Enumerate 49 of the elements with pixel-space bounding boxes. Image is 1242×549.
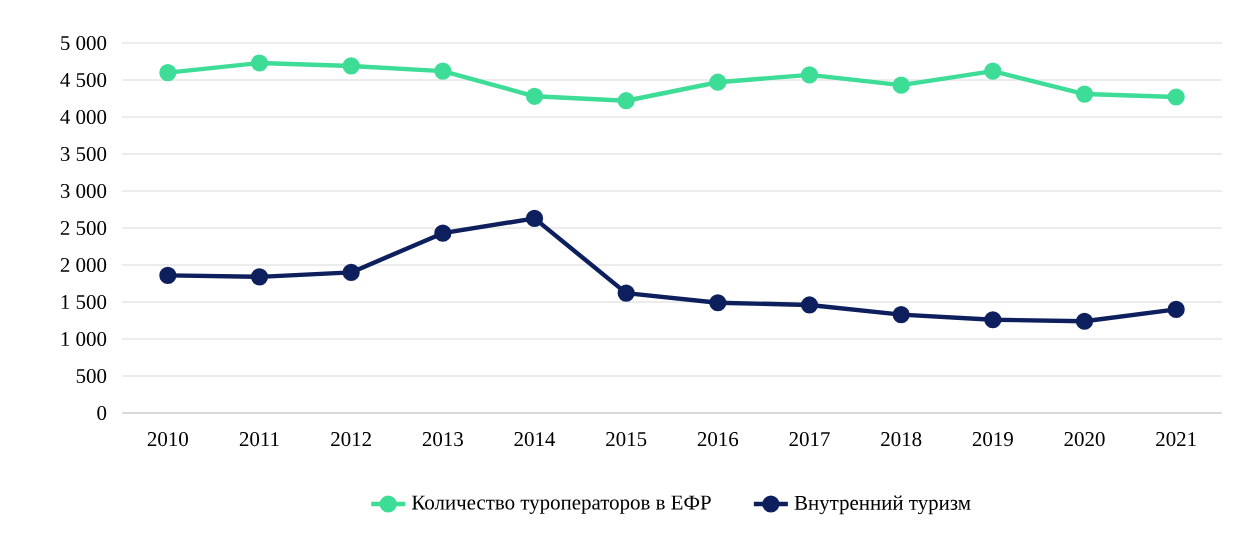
point bbox=[250, 54, 269, 72]
x-tick-label: 2015 bbox=[606, 432, 647, 447]
point bbox=[1075, 85, 1094, 103]
x-tick-label: 2017 bbox=[789, 432, 830, 447]
legend-label: Количество туроператоров в ЕФР bbox=[411, 495, 711, 514]
y-tick-label: 4 500 bbox=[60, 72, 107, 88]
y-tick-label: 1 500 bbox=[61, 294, 107, 310]
y-tick-label: 2 500 bbox=[60, 220, 107, 236]
point bbox=[434, 62, 452, 80]
y-tick-label: 2 000 bbox=[60, 257, 107, 273]
x-tick-label: 2011 bbox=[239, 432, 279, 447]
y-tick-label: 5 000 bbox=[61, 35, 107, 51]
x-tick-label: 2014 bbox=[514, 432, 556, 447]
point bbox=[342, 263, 360, 281]
point bbox=[1075, 312, 1094, 330]
x-tick-label: 2010 bbox=[147, 432, 188, 447]
point bbox=[525, 87, 544, 105]
x-tick-label: 2013 bbox=[422, 432, 463, 447]
y-tick-label: 1 000 bbox=[61, 331, 107, 347]
x-tick-label: 2012 bbox=[331, 432, 371, 447]
point bbox=[892, 76, 910, 94]
point bbox=[342, 57, 360, 75]
point bbox=[984, 311, 1002, 329]
x-tick-label: 2016 bbox=[697, 432, 739, 447]
point bbox=[800, 66, 819, 84]
point bbox=[709, 73, 727, 91]
point bbox=[617, 284, 635, 302]
point bbox=[800, 296, 819, 314]
point bbox=[159, 266, 177, 284]
legend-label: Внутренний туризм bbox=[794, 495, 971, 515]
point bbox=[1167, 88, 1185, 106]
y-tick-label: 500 bbox=[76, 368, 107, 384]
x-tick-label: 2021 bbox=[1156, 432, 1196, 447]
point bbox=[1167, 300, 1185, 318]
y-tick-label: 3 000 bbox=[60, 183, 107, 199]
point bbox=[709, 294, 727, 312]
y-tick-label: 4 000 bbox=[60, 109, 107, 125]
x-tick-label: 2019 bbox=[972, 432, 1013, 447]
point bbox=[525, 209, 544, 227]
point bbox=[892, 305, 910, 324]
point bbox=[434, 224, 452, 242]
point bbox=[984, 62, 1002, 80]
y-tick-label: 3 500 bbox=[60, 146, 107, 162]
point bbox=[250, 268, 269, 286]
point bbox=[159, 64, 177, 82]
y-tick-label: 0 bbox=[97, 405, 107, 421]
point bbox=[617, 92, 635, 110]
x-tick-label: 2020 bbox=[1064, 432, 1105, 447]
x-tick-label: 2018 bbox=[881, 432, 922, 447]
